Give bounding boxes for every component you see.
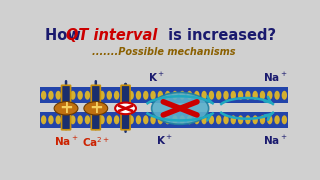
Ellipse shape [77, 115, 83, 124]
Ellipse shape [41, 115, 46, 124]
Ellipse shape [70, 91, 76, 100]
Ellipse shape [143, 115, 148, 124]
Ellipse shape [231, 115, 236, 124]
Ellipse shape [252, 91, 258, 100]
Ellipse shape [223, 115, 229, 124]
Ellipse shape [121, 91, 127, 100]
Ellipse shape [245, 91, 251, 100]
Ellipse shape [121, 115, 127, 124]
Ellipse shape [143, 91, 148, 100]
Ellipse shape [114, 91, 119, 100]
Ellipse shape [245, 115, 251, 124]
Ellipse shape [216, 115, 221, 124]
Bar [98, 86, 100, 129]
Ellipse shape [238, 91, 243, 100]
Ellipse shape [216, 91, 221, 100]
Ellipse shape [70, 115, 76, 124]
Ellipse shape [201, 91, 207, 100]
Ellipse shape [180, 115, 185, 124]
Text: How: How [45, 28, 86, 43]
Ellipse shape [63, 91, 68, 100]
Ellipse shape [107, 115, 112, 124]
Ellipse shape [92, 91, 97, 100]
Text: Na$^+$: Na$^+$ [263, 71, 288, 84]
Ellipse shape [41, 91, 46, 100]
Ellipse shape [187, 115, 192, 124]
Text: .......Possible mechanisms: .......Possible mechanisms [92, 47, 236, 57]
Ellipse shape [48, 115, 54, 124]
Ellipse shape [48, 91, 54, 100]
Ellipse shape [99, 91, 105, 100]
Ellipse shape [150, 115, 156, 124]
Bar [68, 86, 70, 129]
Ellipse shape [180, 91, 185, 100]
Ellipse shape [267, 91, 273, 100]
Ellipse shape [63, 115, 68, 124]
Circle shape [84, 102, 108, 115]
Ellipse shape [194, 91, 200, 100]
Ellipse shape [267, 115, 273, 124]
FancyBboxPatch shape [61, 85, 71, 130]
Ellipse shape [238, 115, 243, 124]
Ellipse shape [77, 91, 83, 100]
Ellipse shape [107, 91, 112, 100]
Ellipse shape [158, 115, 163, 124]
Ellipse shape [85, 91, 90, 100]
Ellipse shape [158, 91, 163, 100]
Ellipse shape [150, 91, 156, 100]
FancyBboxPatch shape [91, 85, 100, 130]
Text: +: + [89, 99, 103, 117]
Ellipse shape [209, 115, 214, 124]
Ellipse shape [274, 91, 280, 100]
Bar [127, 86, 129, 129]
Ellipse shape [201, 115, 207, 124]
Ellipse shape [282, 91, 287, 100]
Ellipse shape [128, 115, 134, 124]
Ellipse shape [85, 115, 90, 124]
Circle shape [152, 92, 209, 124]
Ellipse shape [260, 115, 265, 124]
Ellipse shape [252, 115, 258, 124]
Ellipse shape [274, 115, 280, 124]
Ellipse shape [165, 115, 170, 124]
Ellipse shape [136, 115, 141, 124]
Ellipse shape [282, 115, 287, 124]
Ellipse shape [165, 91, 170, 100]
Bar [62, 86, 64, 129]
Ellipse shape [223, 91, 229, 100]
Text: Ca$^{2+}$: Ca$^{2+}$ [82, 135, 110, 148]
Text: +: + [59, 99, 73, 117]
Circle shape [115, 103, 136, 114]
Text: Na$^+$: Na$^+$ [54, 135, 78, 148]
Bar [122, 86, 124, 129]
Ellipse shape [114, 115, 119, 124]
Text: K$^+$: K$^+$ [156, 134, 172, 147]
Bar [40, 112, 288, 128]
Circle shape [54, 102, 78, 115]
Bar [92, 86, 94, 129]
Ellipse shape [55, 91, 61, 100]
Text: K$^+$: K$^+$ [148, 71, 165, 84]
Ellipse shape [231, 91, 236, 100]
Text: is increased?: is increased? [163, 28, 276, 43]
Ellipse shape [136, 91, 141, 100]
Ellipse shape [194, 115, 200, 124]
Bar [40, 87, 288, 103]
Ellipse shape [172, 115, 178, 124]
Ellipse shape [128, 91, 134, 100]
Text: Na$^+$: Na$^+$ [263, 134, 288, 147]
Ellipse shape [92, 115, 97, 124]
Ellipse shape [99, 115, 105, 124]
Ellipse shape [260, 91, 265, 100]
FancyBboxPatch shape [121, 85, 130, 130]
Ellipse shape [172, 91, 178, 100]
Text: QT interval: QT interval [66, 28, 157, 43]
Ellipse shape [187, 91, 192, 100]
Ellipse shape [209, 91, 214, 100]
Ellipse shape [55, 115, 61, 124]
